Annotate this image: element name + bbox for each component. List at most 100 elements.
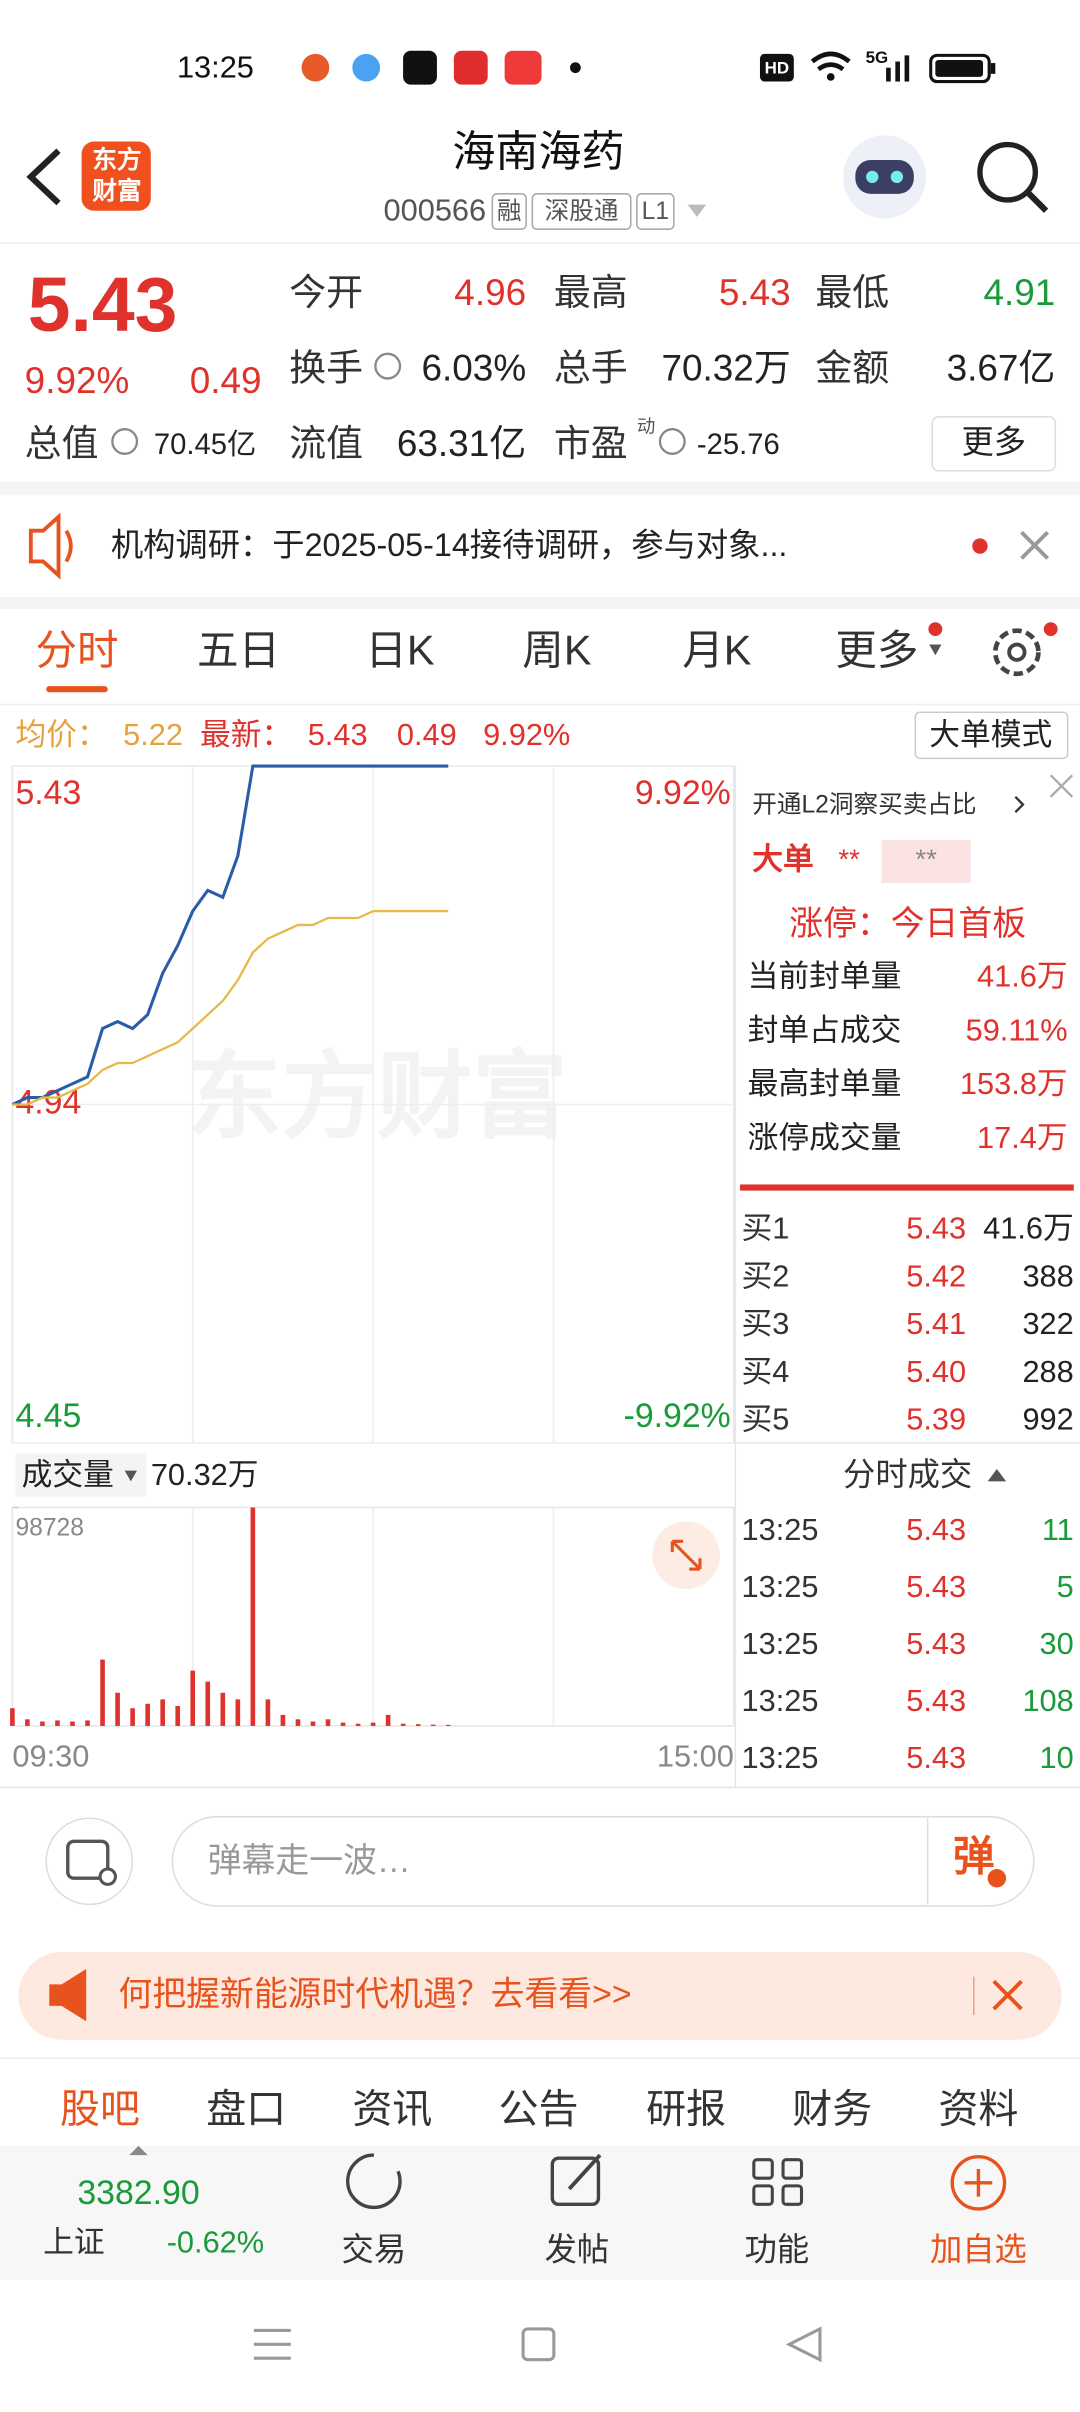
panel-divider [739, 1184, 1074, 1191]
info-icon[interactable] [111, 428, 139, 455]
tab-underline [46, 686, 108, 693]
chart-tab[interactable]: 周K [522, 627, 592, 674]
close-button[interactable] [1049, 774, 1074, 798]
notice-text[interactable]: 机构调研：于2025-05-14接待调研，参与对象... [111, 527, 788, 563]
book-price: 5.39 [906, 1401, 966, 1436]
y-tick-label: 5.43 [15, 774, 81, 812]
volume-total: 70.32万 [151, 1457, 259, 1492]
volume-bar [370, 1722, 376, 1726]
status-icons [301, 50, 996, 85]
field-label: 市盈 [554, 423, 628, 464]
bottom-tab[interactable]: 股吧 [60, 2088, 140, 2132]
book-volume: 41.6万 [983, 1211, 1074, 1246]
nav-item[interactable]: 加自选 [930, 2232, 1027, 2268]
trades-title[interactable]: 分时成交 [843, 1456, 972, 1492]
field-label: 总值 [25, 423, 99, 464]
volume-bar [100, 1659, 105, 1726]
book-label: 买4 [742, 1354, 790, 1389]
chart-tab[interactable]: 分时 [35, 627, 118, 674]
volume-bar [415, 1724, 421, 1726]
trade-price: 5.43 [906, 1626, 966, 1661]
nav-item[interactable]: 功能 [745, 2232, 810, 2268]
dropdown-arrow [929, 644, 942, 656]
volume-bar [355, 1723, 361, 1726]
bottom-tab[interactable]: 资料 [938, 2088, 1018, 2132]
nav-item[interactable]: 发帖 [545, 2232, 610, 2268]
price-line [12, 909, 449, 1106]
nav-item[interactable]: 交易 [342, 2232, 407, 2268]
index-value[interactable]: 3382.90 [77, 2174, 199, 2212]
separator [0, 596, 1080, 610]
volume-bar [10, 1708, 15, 1726]
comment-placeholder[interactable]: 弹幕走一波… [208, 1842, 411, 1880]
chart-tab[interactable]: 日K [365, 627, 435, 674]
bottom-tab[interactable]: 财务 [792, 2088, 872, 2132]
trade-time: 13:25 [742, 1683, 819, 1718]
back-button[interactable] [26, 148, 61, 206]
volume-bar [55, 1720, 60, 1726]
assistant-robot[interactable] [843, 135, 927, 219]
l2-promo[interactable]: 开通L2洞察买卖占比 [752, 791, 976, 819]
chart-tab[interactable]: 五日 [197, 627, 280, 674]
system-nav[interactable] [253, 2326, 822, 2363]
stock-tag: 融 [497, 197, 522, 225]
big-order-label: 大单 [752, 842, 814, 877]
volume-bar [400, 1723, 406, 1726]
logo-text: 财富 [92, 176, 141, 205]
field-label: 最低 [815, 272, 889, 313]
y-tick-label: 4.45 [15, 1397, 81, 1435]
info-icon[interactable] [374, 352, 402, 380]
info-icon[interactable] [658, 428, 686, 455]
bottom-tab[interactable]: 公告 [498, 2088, 578, 2132]
trade-volume: 11 [1042, 1512, 1074, 1547]
more-button[interactable] [931, 416, 1057, 472]
limit-status: 涨停：今日首板 [789, 905, 1026, 943]
close-button[interactable] [1020, 530, 1049, 560]
field-value: 70.32万 [661, 347, 790, 388]
book-volume: 322 [1022, 1306, 1073, 1341]
book-label: 买3 [742, 1306, 790, 1341]
chart-tab[interactable]: 更多 [835, 627, 918, 674]
status-network: 5G [866, 48, 889, 67]
ad-banner[interactable] [18, 1952, 1062, 2040]
search-button[interactable] [977, 141, 1049, 213]
trade-time: 13:25 [742, 1740, 819, 1775]
chart-tab[interactable]: 月K [682, 627, 752, 674]
book-volume: 288 [1022, 1354, 1073, 1389]
status-hd: HD [765, 59, 789, 78]
comment-input[interactable] [171, 1815, 1035, 1907]
volume-bar [205, 1681, 211, 1726]
field-label: 流值 [289, 423, 363, 464]
bottom-tab[interactable]: 研报 [646, 2088, 726, 2132]
trade-volume: 5 [1057, 1569, 1074, 1604]
volume-title[interactable]: 成交量 [22, 1457, 114, 1492]
book-volume: 992 [1022, 1401, 1073, 1436]
volume-bar [385, 1714, 391, 1726]
volume-bar [175, 1706, 181, 1726]
mode-button-label[interactable]: 大单模式 [929, 717, 1052, 752]
bottom-tab[interactable]: 盘口 [206, 2088, 286, 2132]
price-line [11, 764, 449, 1106]
watermark: 东方财富 [186, 1045, 567, 1151]
dropdown-arrow [124, 1470, 137, 1482]
stat-value: 17.4万 [977, 1120, 1068, 1155]
masked-value: ** [915, 844, 937, 875]
stock-tag: 深股通 [545, 197, 619, 225]
book-price: 5.41 [906, 1306, 966, 1341]
unread-dot [972, 538, 988, 554]
field-value: 5.43 [719, 272, 791, 313]
comment-button[interactable]: 弹 [953, 1833, 995, 1880]
close-button[interactable] [992, 1979, 1023, 2011]
bottom-tab[interactable]: 资讯 [352, 2088, 432, 2132]
more-button-label[interactable]: 更多 [961, 424, 1026, 460]
trade-price: 5.43 [906, 1512, 966, 1547]
volume-selector[interactable] [15, 1453, 147, 1497]
expand-button[interactable] [652, 1521, 720, 1590]
change: 0.49 [190, 360, 262, 401]
speaker-icon [28, 512, 73, 580]
comment-settings[interactable] [45, 1817, 134, 1906]
settings-button[interactable] [993, 628, 1041, 677]
ad-text[interactable]: 何把握新能源时代机遇？去看看>> [119, 1976, 632, 2014]
mode-button[interactable] [914, 711, 1069, 760]
tag-box [491, 193, 527, 230]
